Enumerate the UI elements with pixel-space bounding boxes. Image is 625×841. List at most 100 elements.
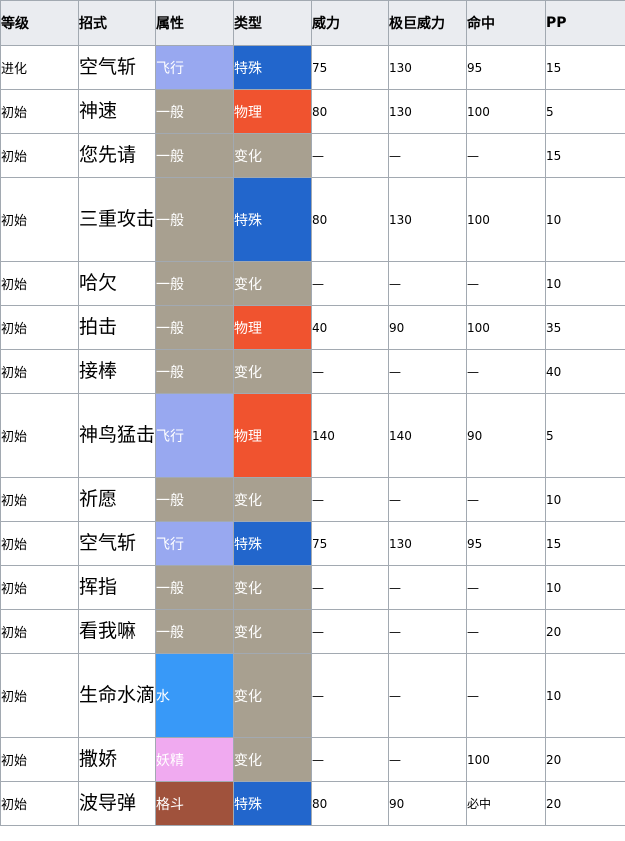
power-cell: 40	[311, 305, 389, 350]
level-cell: 初始	[0, 177, 79, 262]
max-power-cell: 90	[388, 305, 467, 350]
accuracy-cell: 100	[466, 177, 546, 262]
table-row: 初始 神速 一般 物理 80 130 100 5	[0, 89, 625, 134]
pp-cell: 5	[545, 393, 625, 478]
table-row: 初始 看我嘛 一般 变化 — — — 20	[0, 609, 625, 654]
move-name-cell: 空气斩	[78, 45, 156, 90]
type-cell: 一般	[155, 177, 234, 262]
accuracy-cell: 必中	[466, 781, 546, 826]
header-move[interactable]: 招式	[78, 0, 156, 46]
level-cell: 初始	[0, 349, 79, 394]
header-accuracy[interactable]: 命中	[466, 0, 546, 46]
header-power[interactable]: 威力	[311, 0, 389, 46]
table-row: 初始 接棒 一般 变化 — — — 40	[0, 349, 625, 394]
power-cell: —	[311, 133, 389, 178]
table-row: 初始 祈愿 一般 变化 — — — 10	[0, 477, 625, 522]
table-row: 初始 哈欠 一般 变化 — — — 10	[0, 261, 625, 306]
type-cell: 一般	[155, 609, 234, 654]
pp-cell: 15	[545, 133, 625, 178]
table-row: 初始 拍击 一般 物理 40 90 100 35	[0, 305, 625, 350]
header-pp[interactable]: PP	[545, 0, 625, 46]
type-cell: 一般	[155, 477, 234, 522]
accuracy-cell: —	[466, 261, 546, 306]
level-cell: 进化	[0, 45, 79, 90]
type-cell: 一般	[155, 89, 234, 134]
table-row: 进化 空气斩 飞行 特殊 75 130 95 15	[0, 45, 625, 90]
accuracy-cell: 100	[466, 305, 546, 350]
max-power-cell: 130	[388, 521, 467, 566]
category-cell: 变化	[233, 349, 312, 394]
pp-cell: 15	[545, 521, 625, 566]
category-cell: 特殊	[233, 177, 312, 262]
level-cell: 初始	[0, 393, 79, 478]
move-name-cell: 生命水滴	[78, 653, 156, 738]
accuracy-cell: 90	[466, 393, 546, 478]
category-cell: 变化	[233, 565, 312, 610]
header-type[interactable]: 属性	[155, 0, 234, 46]
level-cell: 初始	[0, 609, 79, 654]
power-cell: 80	[311, 177, 389, 262]
max-power-cell: —	[388, 737, 467, 782]
max-power-cell: —	[388, 133, 467, 178]
move-name-cell: 您先请	[78, 133, 156, 178]
max-power-cell: 90	[388, 781, 467, 826]
header-category[interactable]: 类型	[233, 0, 312, 46]
accuracy-cell: —	[466, 133, 546, 178]
pp-cell: 15	[545, 45, 625, 90]
pp-cell: 20	[545, 609, 625, 654]
accuracy-cell: —	[466, 653, 546, 738]
header-row: 等级 招式 属性 类型 威力 极巨威力 命中 PP	[0, 0, 625, 46]
level-cell: 初始	[0, 305, 79, 350]
power-cell: —	[311, 653, 389, 738]
table-row: 初始 三重攻击 一般 特殊 80 130 100 10	[0, 177, 625, 262]
move-name-cell: 空气斩	[78, 521, 156, 566]
max-power-cell: —	[388, 653, 467, 738]
header-max-power[interactable]: 极巨威力	[388, 0, 467, 46]
category-cell: 物理	[233, 305, 312, 350]
move-name-cell: 神速	[78, 89, 156, 134]
pp-cell: 5	[545, 89, 625, 134]
move-name-cell: 看我嘛	[78, 609, 156, 654]
max-power-cell: —	[388, 349, 467, 394]
type-cell: 一般	[155, 349, 234, 394]
pp-cell: 35	[545, 305, 625, 350]
table-row: 初始 挥指 一般 变化 — — — 10	[0, 565, 625, 610]
level-cell: 初始	[0, 565, 79, 610]
max-power-cell: 140	[388, 393, 467, 478]
move-name-cell: 三重攻击	[78, 177, 156, 262]
type-cell: 一般	[155, 305, 234, 350]
level-cell: 初始	[0, 653, 79, 738]
category-cell: 变化	[233, 737, 312, 782]
category-cell: 变化	[233, 261, 312, 306]
type-cell: 格斗	[155, 781, 234, 826]
power-cell: —	[311, 565, 389, 610]
category-cell: 变化	[233, 609, 312, 654]
accuracy-cell: —	[466, 609, 546, 654]
move-name-cell: 祈愿	[78, 477, 156, 522]
move-name-cell: 挥指	[78, 565, 156, 610]
pp-cell: 20	[545, 737, 625, 782]
power-cell: 80	[311, 781, 389, 826]
header-level[interactable]: 等级	[0, 0, 79, 46]
table-row: 初始 您先请 一般 变化 — — — 15	[0, 133, 625, 178]
table-body: 进化 空气斩 飞行 特殊 75 130 95 15 初始 神速 一般 物理 80…	[0, 45, 625, 826]
power-cell: —	[311, 477, 389, 522]
max-power-cell: —	[388, 609, 467, 654]
power-cell: —	[311, 609, 389, 654]
accuracy-cell: 95	[466, 45, 546, 90]
table-row: 初始 空气斩 飞行 特殊 75 130 95 15	[0, 521, 625, 566]
pp-cell: 10	[545, 177, 625, 262]
accuracy-cell: 100	[466, 89, 546, 134]
move-name-cell: 波导弹	[78, 781, 156, 826]
category-cell: 变化	[233, 653, 312, 738]
power-cell: 75	[311, 45, 389, 90]
max-power-cell: —	[388, 565, 467, 610]
pp-cell: 10	[545, 653, 625, 738]
category-cell: 物理	[233, 89, 312, 134]
table-row: 初始 生命水滴 水 变化 — — — 10	[0, 653, 625, 738]
pp-cell: 10	[545, 565, 625, 610]
level-cell: 初始	[0, 477, 79, 522]
category-cell: 变化	[233, 477, 312, 522]
move-name-cell: 神鸟猛击	[78, 393, 156, 478]
